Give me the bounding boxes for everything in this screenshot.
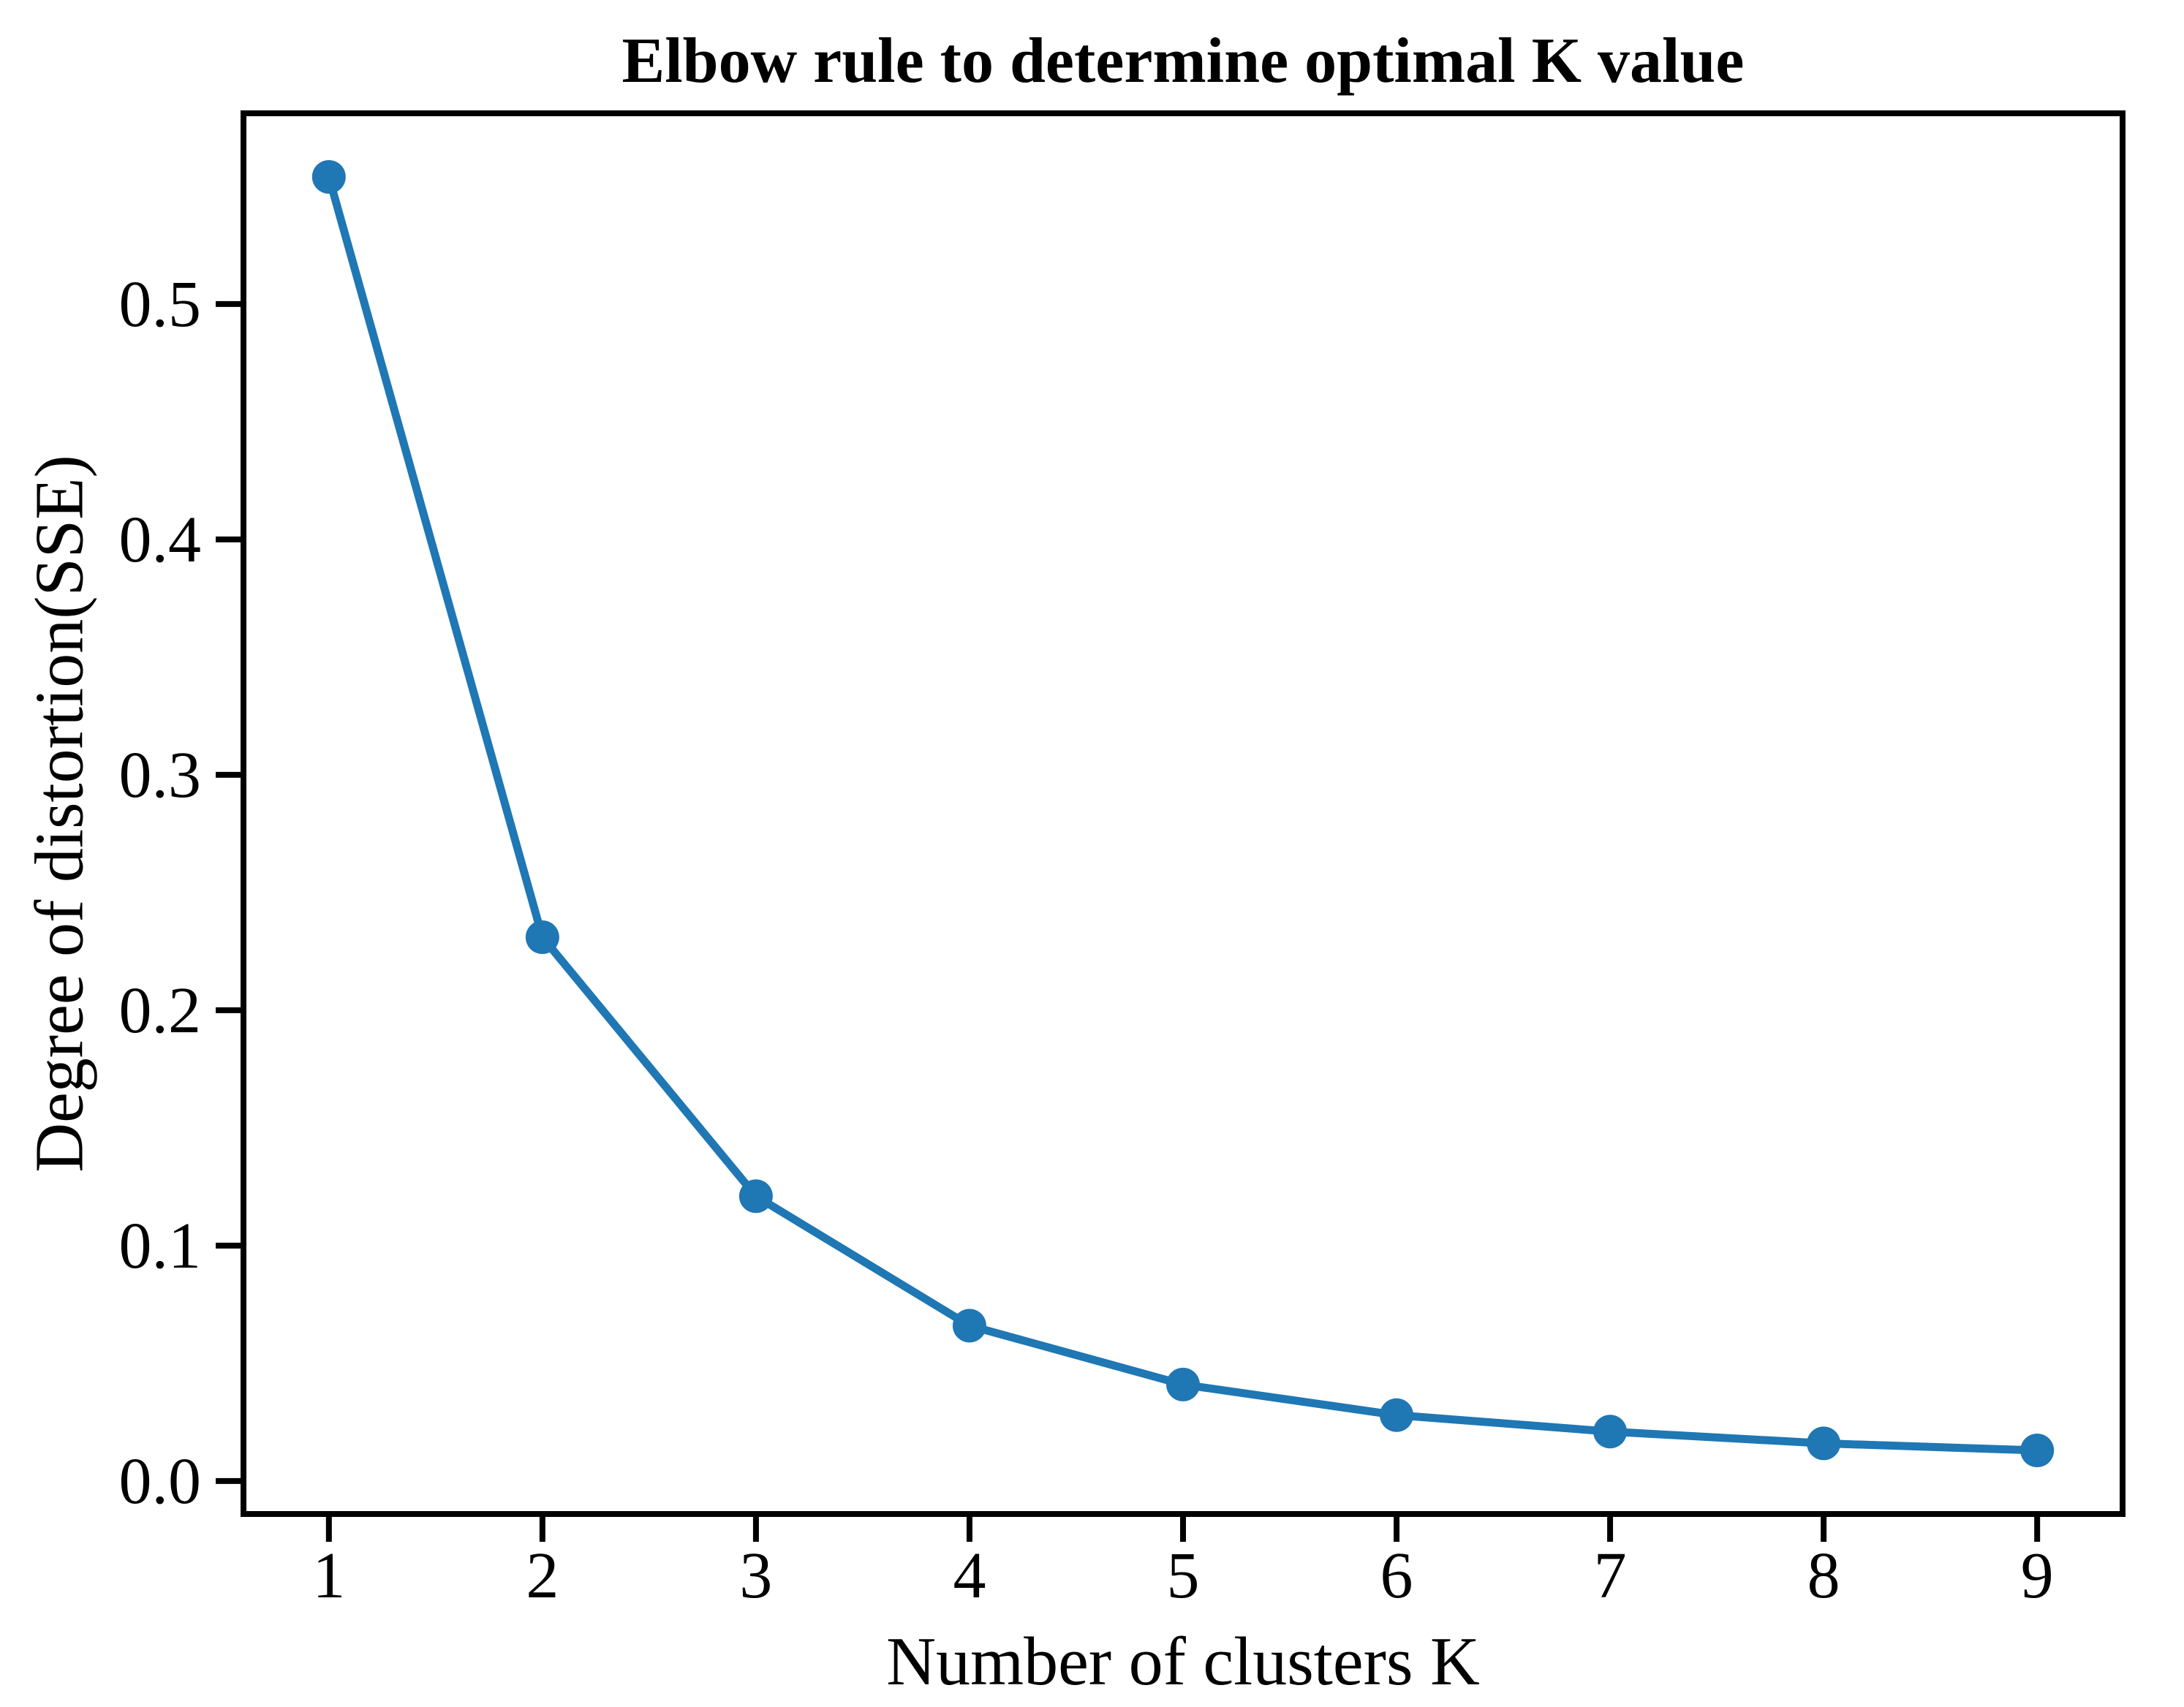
x-axis-title: Number of clusters K — [886, 1624, 1480, 1700]
data-point — [1593, 1415, 1628, 1449]
data-point — [1166, 1367, 1200, 1401]
x-tick-label: 6 — [1380, 1540, 1413, 1612]
chart-title: Elbow rule to determine optimal K value — [621, 26, 1745, 96]
y-tick-label: 0.1 — [119, 1210, 202, 1282]
x-tick-label: 2 — [526, 1540, 559, 1612]
x-tick-label: 5 — [1167, 1540, 1200, 1612]
y-tick-label: 0.5 — [119, 268, 202, 341]
data-line — [325, 173, 2041, 1455]
x-tick-label: 3 — [739, 1540, 772, 1612]
x-tick-label: 9 — [2021, 1540, 2054, 1612]
x-tick-label: 4 — [953, 1540, 986, 1612]
y-tick-label: 0.4 — [119, 504, 202, 576]
x-tick-label: 8 — [1807, 1540, 1840, 1612]
data-point — [2020, 1434, 2055, 1468]
data-point — [1380, 1398, 1414, 1432]
y-tick-label: 0.3 — [119, 739, 202, 811]
y-axis-title: Degree of distortion(SSE) — [21, 455, 98, 1173]
y-tick-label: 0.0 — [119, 1445, 202, 1518]
data-point — [952, 1309, 986, 1343]
plot-border — [241, 110, 2126, 1517]
y-tick-label: 0.2 — [119, 974, 202, 1047]
data-point — [525, 920, 559, 955]
x-tick-label: 7 — [1594, 1540, 1627, 1612]
data-point — [738, 1179, 773, 1214]
x-tick-label: 1 — [312, 1540, 345, 1612]
data-point — [311, 159, 346, 194]
data-point — [1807, 1426, 1841, 1461]
